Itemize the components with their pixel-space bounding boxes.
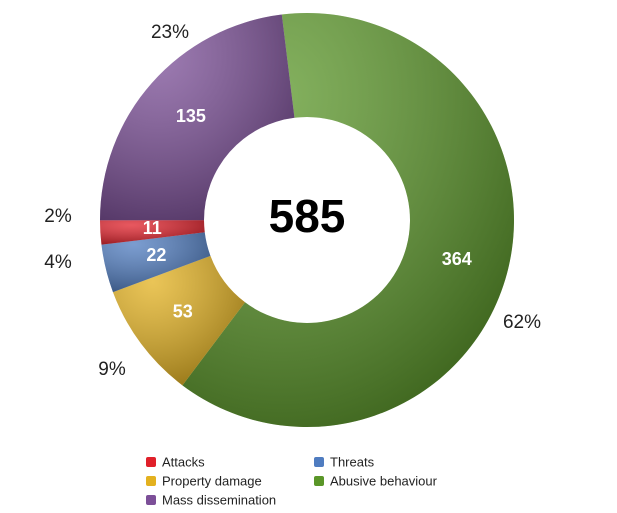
legend-swatch <box>146 495 156 505</box>
slice-value: 135 <box>176 106 206 126</box>
legend-swatch <box>314 476 324 486</box>
legend-label: Mass dissemination <box>162 492 276 507</box>
legend-label: Threats <box>330 454 375 469</box>
slice-value: 22 <box>146 245 166 265</box>
percent-label: 62% <box>503 312 541 333</box>
slice-shade <box>100 220 205 245</box>
legend-swatch <box>146 457 156 467</box>
percent-label: 2% <box>44 206 72 227</box>
legend-label: Attacks <box>162 454 205 469</box>
percent-label: 9% <box>98 359 126 380</box>
slice-value: 53 <box>173 301 193 321</box>
slice-shade <box>112 255 246 386</box>
percent-label: 23% <box>151 22 189 43</box>
slice-value: 11 <box>143 218 162 238</box>
percent-label: 4% <box>44 252 72 273</box>
total: 585 <box>269 190 346 242</box>
slice-shade <box>182 12 514 427</box>
legend-swatch <box>146 476 156 486</box>
slice-shade <box>99 14 295 221</box>
slice-value: 364 <box>442 249 472 269</box>
legend-label: Property damage <box>162 473 262 488</box>
legend-swatch <box>314 457 324 467</box>
slice-shade <box>101 232 211 293</box>
legend-label: Abusive behaviour <box>330 473 438 488</box>
